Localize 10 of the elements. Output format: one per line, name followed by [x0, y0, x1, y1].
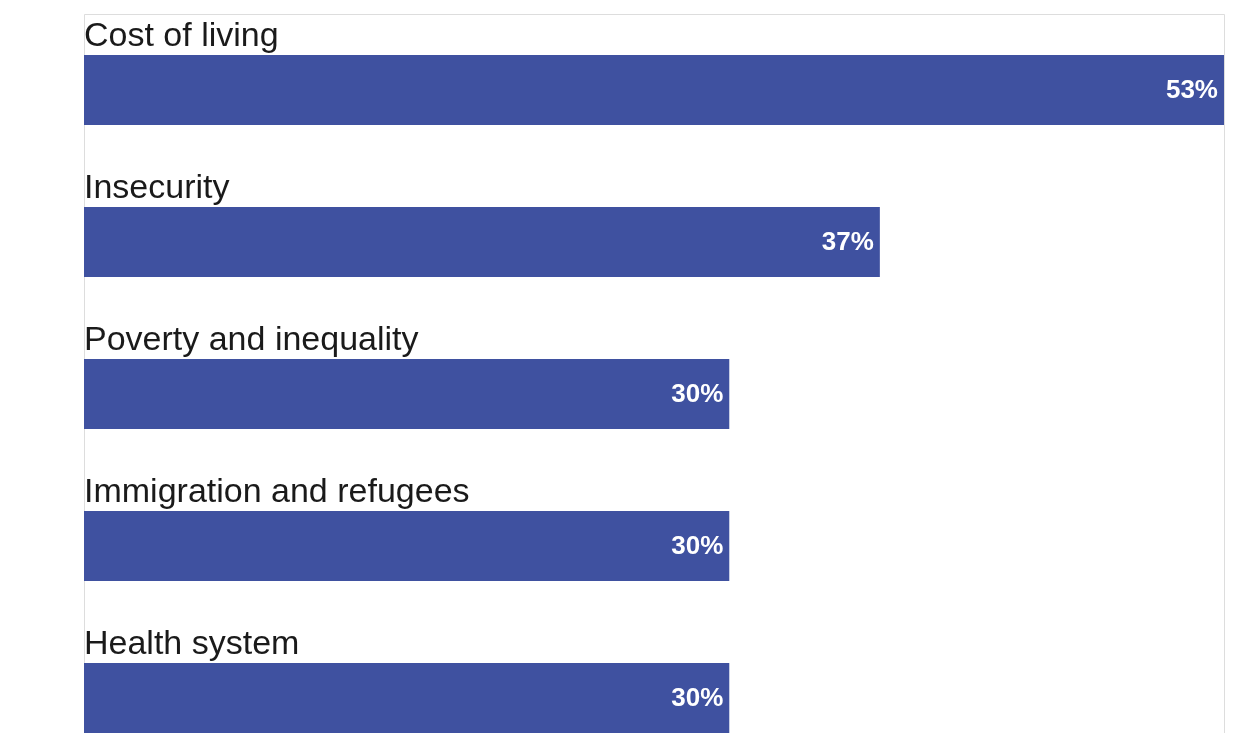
y-tick-label: Cost of living — [84, 15, 279, 53]
y-tick-label: Insecurity — [84, 167, 230, 205]
y-tick-label: Health system — [84, 623, 300, 661]
data-label: 30% — [671, 530, 724, 560]
data-label: 53% — [1165, 74, 1218, 104]
data-label: 30% — [671, 378, 724, 408]
y-tick-label: Poverty and inequality — [84, 319, 419, 357]
data-label: 30% — [671, 682, 724, 712]
data-label: 37% — [821, 226, 874, 256]
y-tick-label: Immigration and refugees — [84, 471, 470, 509]
